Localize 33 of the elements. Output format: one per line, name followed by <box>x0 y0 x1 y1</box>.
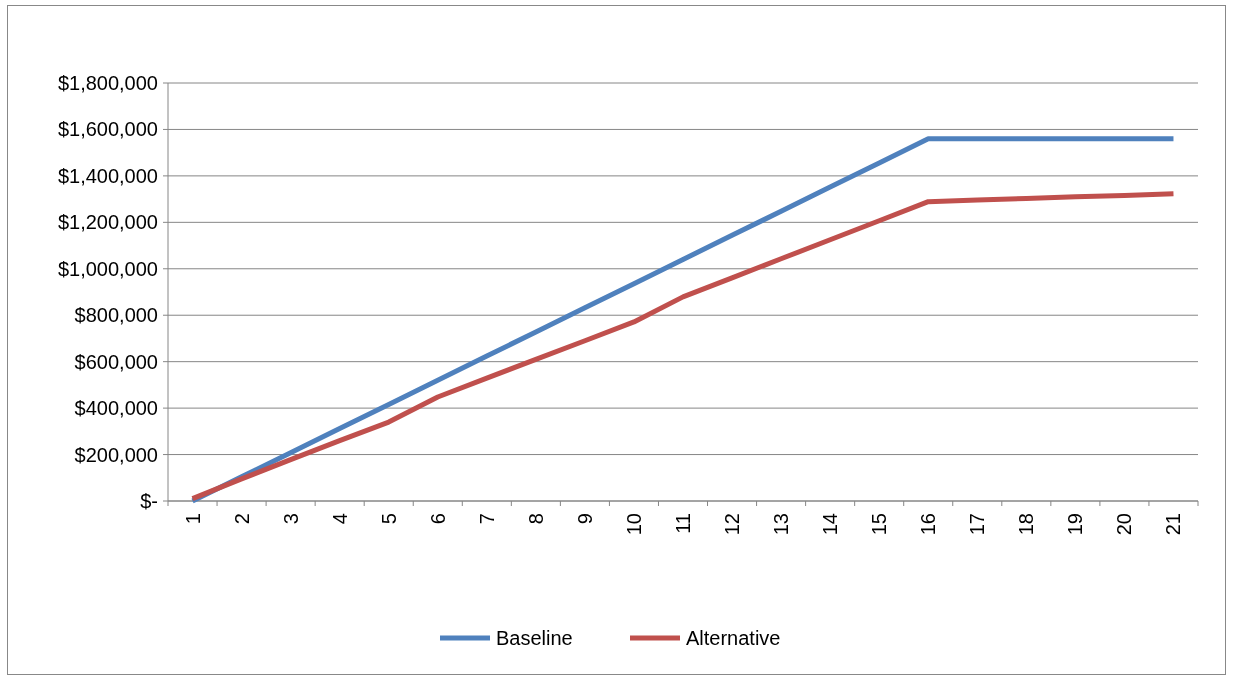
y-tick-label: $800,000 <box>74 304 158 327</box>
x-tick-label: 7 <box>475 513 498 525</box>
x-tick-label: 8 <box>524 513 547 525</box>
x-tick-label: 3 <box>279 513 302 525</box>
y-tick-label: $1,600,000 <box>57 118 158 141</box>
y-tick-label: $1,000,000 <box>57 257 158 280</box>
y-tick-label: $400,000 <box>74 397 158 420</box>
y-tick-label: $600,000 <box>74 350 158 373</box>
legend-label: Baseline <box>496 627 573 649</box>
x-tick-label: 6 <box>426 513 449 525</box>
x-tick-label: 2 <box>230 513 253 525</box>
x-tick-label: 13 <box>770 513 793 536</box>
x-tick-label: 18 <box>1015 513 1038 536</box>
x-tick-label: 17 <box>966 513 989 536</box>
x-tick-label: 12 <box>721 513 744 536</box>
x-tick-label: 15 <box>868 513 891 536</box>
x-tick-label: 20 <box>1113 513 1136 536</box>
x-tick-label: 21 <box>1162 513 1185 536</box>
x-tick-label: 11 <box>672 513 694 534</box>
x-tick-label: 16 <box>917 513 940 536</box>
y-tick-label: $- <box>140 490 158 512</box>
y-tick-label: $1,800,000 <box>57 72 158 94</box>
y-tick-label: $1,200,000 <box>57 211 158 234</box>
x-tick-label: 5 <box>377 513 400 525</box>
x-tick-label: 14 <box>819 513 842 536</box>
y-tick-label: $200,000 <box>74 443 158 466</box>
y-tick-label: $1,400,000 <box>57 164 158 187</box>
x-tick-label: 10 <box>622 513 645 536</box>
x-tick-label: 1 <box>181 513 204 525</box>
x-tick-label: 19 <box>1064 513 1087 536</box>
x-tick-label: 4 <box>328 513 351 525</box>
legend-label: Alternative <box>686 627 781 649</box>
x-tick-label: 9 <box>573 513 596 525</box>
